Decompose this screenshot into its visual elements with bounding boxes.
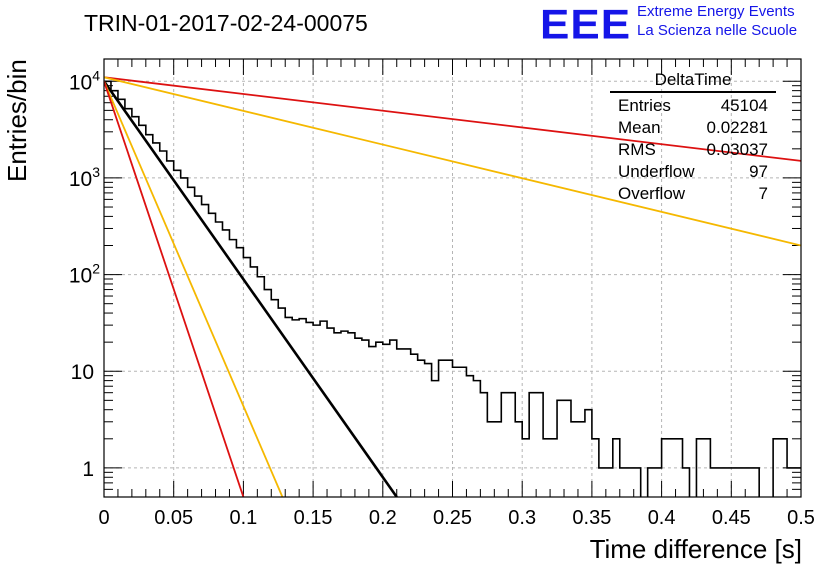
stats-label: Entries — [618, 96, 671, 115]
fit-line-4 — [104, 80, 245, 497]
stats-label: Underflow — [618, 162, 695, 181]
stats-label: RMS — [618, 140, 656, 159]
x-tick-label: 0.45 — [712, 507, 751, 529]
stats-row: Underflow 97 — [610, 161, 776, 183]
logo-line-1: Extreme Energy Events — [637, 3, 795, 20]
x-tick-label: 0.5 — [787, 507, 815, 529]
stats-label: Mean — [618, 118, 661, 137]
stats-row: Mean 0.02281 — [610, 117, 776, 139]
stats-row: Entries 45104 — [610, 95, 776, 117]
histogram-line — [104, 80, 801, 497]
stats-row: RMS 0.03037 — [610, 139, 776, 161]
x-axis-label: Time difference [s] — [589, 534, 802, 564]
stats-row: Overflow 7 — [610, 183, 776, 205]
x-tick-label: 0.15 — [294, 507, 333, 529]
stats-label: Overflow — [618, 184, 686, 203]
x-tick-label: 0.2 — [369, 507, 397, 529]
plot-frame — [103, 58, 802, 498]
x-tick-label: 0.25 — [433, 507, 472, 529]
stats-title: DeltaTime — [610, 70, 776, 93]
stats-value: 0.02281 — [706, 118, 768, 137]
fit-line-1 — [104, 76, 801, 162]
x-tick-label: 0.05 — [154, 507, 193, 529]
logo-line-2: La Scienza nelle Scuole — [637, 22, 798, 39]
eee-logo: EEE — [540, 1, 632, 48]
y-tick-label: 10 — [71, 361, 94, 384]
x-tick-label: 0.3 — [508, 507, 536, 529]
y-tick-label: 1 — [82, 458, 94, 481]
y-tick-label: 104 — [69, 67, 100, 94]
y-axis-label: Entries/bin — [2, 59, 32, 182]
y-axis-label-wrap: Entries/bin — [2, 59, 38, 192]
stats-box: DeltaTime Entries 45104 Mean 0.02281 RMS… — [610, 70, 776, 205]
fit-line-2 — [104, 76, 801, 247]
x-tick-label: 0.1 — [229, 507, 257, 529]
stats-value: 45104 — [720, 96, 768, 115]
fit-line-0 — [104, 80, 398, 497]
x-tick-label: 0 — [98, 507, 109, 529]
y-tick-label: 102 — [69, 261, 100, 288]
stats-value: 0.03037 — [706, 140, 768, 159]
y-tick-label: 103 — [69, 164, 100, 191]
stats-value: 97 — [749, 162, 768, 181]
chart-title: TRIN-01-2017-02-24-00075 — [84, 10, 368, 36]
fit-line-3 — [104, 80, 284, 497]
x-tick-label: 0.35 — [572, 507, 611, 529]
x-tick-label: 0.4 — [648, 507, 676, 529]
stats-value: 7 — [758, 184, 768, 203]
